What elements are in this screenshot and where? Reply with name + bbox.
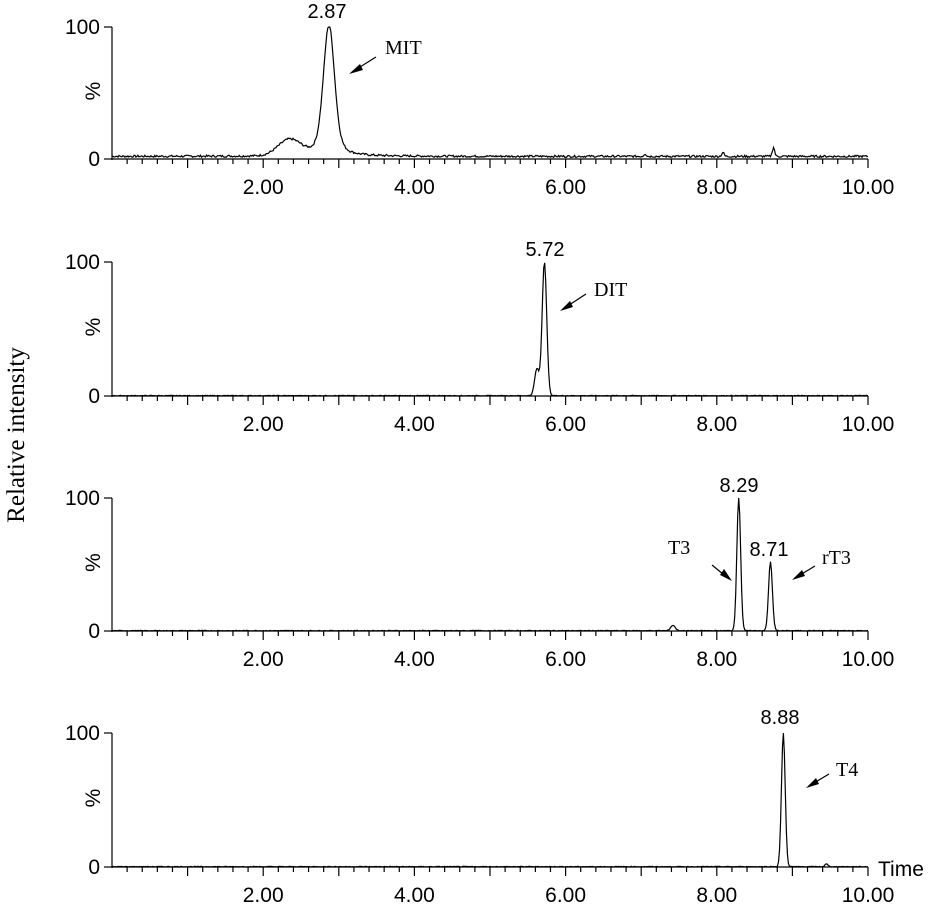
- peak-label: 8.29: [720, 475, 759, 497]
- x-axis-title: Time: [878, 858, 924, 881]
- x-tick-label: 6.00: [545, 413, 586, 436]
- x-tick-label: 10.00: [842, 176, 895, 199]
- chromatogram-trace: [112, 262, 869, 397]
- x-tick-label: 2.00: [243, 413, 284, 436]
- y-unit-label: %: [82, 789, 105, 808]
- chromatogram-trace: [111, 26, 869, 159]
- y-tick-label: 0: [88, 856, 100, 879]
- y-tick-label: 0: [88, 385, 100, 408]
- y-tick-label: 100: [65, 251, 100, 274]
- x-tick-label: 10.00: [842, 413, 895, 436]
- y-tick-label: 100: [65, 16, 100, 39]
- x-tick-label: 2.00: [243, 648, 284, 671]
- x-tick-label: 4.00: [394, 176, 435, 199]
- x-tick-label: 8.00: [696, 648, 737, 671]
- x-tick-label: 6.00: [545, 884, 586, 907]
- peak-label: 2.87: [308, 1, 347, 23]
- y-unit-label: %: [82, 82, 105, 101]
- x-tick-label: 2.00: [243, 176, 284, 199]
- x-tick-label: 4.00: [394, 648, 435, 671]
- x-tick-label: 8.00: [696, 884, 737, 907]
- x-tick-label: 6.00: [545, 176, 586, 199]
- peak-label: 8.88: [761, 707, 800, 729]
- x-tick-label: 2.00: [243, 884, 284, 907]
- y-tick-label: 100: [65, 487, 100, 510]
- chromatogram-trace: [111, 733, 869, 868]
- x-tick-label: 10.00: [842, 648, 895, 671]
- annotation-arrow-rt3: [792, 565, 816, 580]
- y-tick-label: 0: [88, 148, 100, 171]
- chromatogram-trace: [111, 497, 869, 632]
- annotation-arrow: [806, 773, 830, 788]
- annotation-arrow-t3: [711, 564, 732, 581]
- x-tick-label: 10.00: [842, 884, 895, 907]
- annotation-label: MIT: [385, 37, 422, 59]
- annotation-label-rt3: rT3: [822, 547, 851, 569]
- panel-t4: 8.88 T4 Time 100 0% 2.00 4.00 6.00 8.00 10.00: [65, 707, 924, 907]
- annotation-arrow: [349, 56, 377, 74]
- x-tick-label: 4.00: [394, 413, 435, 436]
- panel-t3-rt3: 8.29 8.71 T3 rT3 100 0% 2.00 4.00 6.00 8.00 10…: [65, 475, 894, 671]
- panel-mit: 2.87 MIT 100 0% 2.00 4.00 6.00 8.00 10.00: [65, 1, 894, 199]
- x-tick-label: 8.00: [696, 413, 737, 436]
- annotation-label: T4: [836, 759, 858, 781]
- y-axis-label: Relative intensity: [3, 347, 30, 523]
- peak-label: 8.71: [750, 539, 789, 561]
- annotation-arrow: [560, 293, 587, 311]
- x-tick-label: 8.00: [696, 176, 737, 199]
- annotation-label: DIT: [594, 279, 627, 301]
- y-tick-label: 100: [65, 722, 100, 745]
- peak-label: 5.72: [526, 239, 565, 261]
- x-tick-label: 4.00: [394, 884, 435, 907]
- y-unit-label: %: [82, 318, 105, 337]
- y-tick-label: 0: [88, 620, 100, 643]
- panel-dit: 5.72 DIT 100 0% 2.00 4.00 6.00 8.00 10.00: [65, 239, 894, 436]
- y-unit-label: %: [82, 553, 105, 572]
- annotation-label-t3: T3: [668, 537, 690, 559]
- x-tick-label: 6.00: [545, 648, 586, 671]
